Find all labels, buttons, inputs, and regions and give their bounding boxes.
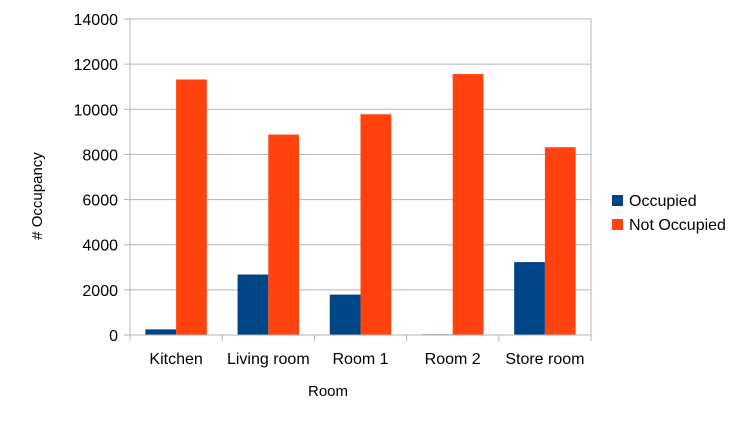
y-tick-label: 0 [109, 328, 118, 345]
y-tick-label: 8000 [82, 147, 118, 164]
bar-occupied [145, 329, 177, 335]
bar-not-occupied [176, 79, 207, 336]
bar-occupied [237, 274, 269, 335]
x-tick-label: Store room [505, 351, 584, 368]
legend-label: Occupied [629, 193, 697, 210]
bar-not-occupied [452, 74, 484, 336]
bar-not-occupied [268, 134, 300, 335]
x-tick-label: Room 2 [425, 351, 481, 368]
axes [124, 18, 592, 341]
y-tick-label: 12000 [74, 57, 119, 74]
y-axis-title: # Occupancy [29, 152, 46, 240]
bar-not-occupied [360, 114, 392, 335]
y-tick-label: 6000 [82, 193, 118, 210]
x-axis-title: Room [308, 383, 348, 400]
bars [145, 74, 576, 336]
x-tick-label: Living room [227, 351, 310, 368]
x-tick-label: Room 1 [332, 351, 388, 368]
legend-swatch [612, 195, 623, 206]
plot-area-border [129, 18, 592, 336]
y-tick-label: 14000 [74, 12, 119, 29]
y-tick-label: 4000 [82, 238, 118, 255]
x-tick-labels: Kitchen Living room Room 1 Room 2 Store room [149, 351, 584, 368]
y-tick-labels: 0 2000 4000 6000 8000 10000 12000 14000 [74, 12, 119, 345]
y-tick-label: 2000 [82, 283, 118, 300]
y-tick-label: 10000 [74, 102, 119, 119]
legend: Occupied Not Occupied [612, 193, 726, 234]
legend-swatch [612, 219, 623, 230]
legend-label: Not Occupied [629, 217, 726, 234]
bar-occupied [514, 262, 545, 335]
x-tick-label: Kitchen [149, 351, 202, 368]
bar-occupied [329, 294, 361, 335]
bar-not-occupied [544, 147, 576, 335]
